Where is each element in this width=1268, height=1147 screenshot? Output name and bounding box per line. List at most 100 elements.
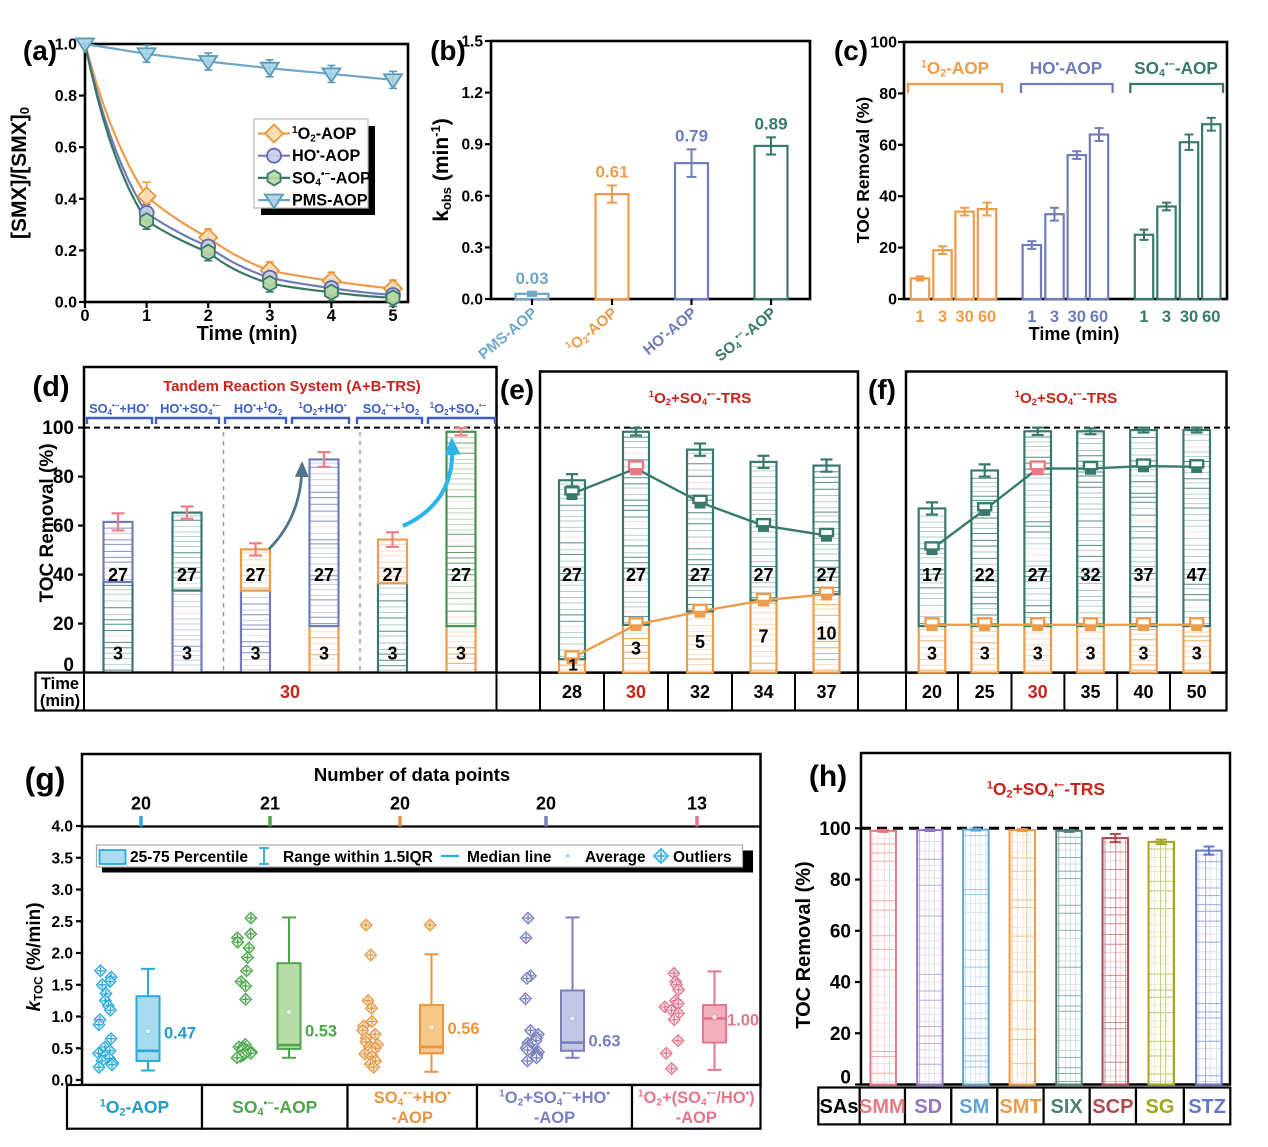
svg-text:SIX: SIX — [1051, 1096, 1084, 1118]
svg-text:TOC Removal (%): TOC Removal (%) — [37, 443, 58, 602]
svg-text:80: 80 — [830, 870, 851, 891]
svg-text:[SMX]/[SMX]0​: [SMX]/[SMX]0​ — [8, 107, 32, 239]
svg-text:25-75 Percentile: 25-75 Percentile — [130, 849, 248, 866]
svg-text:(b): (b) — [430, 35, 466, 66]
svg-text:0: 0 — [840, 1068, 851, 1089]
svg-text:3: 3 — [631, 639, 641, 659]
svg-text:60: 60 — [879, 137, 897, 154]
svg-text:0.61: 0.61 — [595, 162, 628, 181]
svg-text:0.2: 0.2 — [55, 243, 77, 260]
svg-text:27: 27 — [816, 565, 836, 585]
svg-text:kobs​ (min-1​): kobs​ (min-1​) — [428, 118, 454, 222]
svg-text:37: 37 — [1133, 565, 1153, 585]
svg-text:3: 3 — [938, 308, 947, 326]
svg-text:3: 3 — [456, 644, 466, 664]
svg-text:60: 60 — [53, 516, 74, 537]
svg-text:27: 27 — [108, 565, 128, 585]
svg-text:0.8: 0.8 — [55, 88, 77, 105]
svg-text:20: 20 — [53, 614, 74, 635]
svg-text:3: 3 — [319, 644, 329, 664]
svg-text:100: 100 — [42, 418, 74, 439]
svg-text:40: 40 — [830, 973, 851, 994]
svg-text:Time (min): Time (min) — [1029, 324, 1120, 344]
svg-text:(d): (d) — [32, 371, 69, 403]
svg-text:HO•​-AOP: HO•​-AOP — [1030, 58, 1102, 78]
svg-text:1​O2​+(SO4​•−​/HO•​): 1​O2​+(SO4​•−​/HO•​) — [638, 1089, 755, 1109]
svg-text:Time: Time — [41, 675, 79, 693]
svg-text:3.0: 3.0 — [51, 882, 73, 899]
svg-text:27: 27 — [562, 565, 582, 585]
svg-text:1​O2​-AOP: 1​O2​-AOP — [100, 1097, 170, 1118]
svg-text:0.5: 0.5 — [51, 1041, 73, 1058]
svg-text:27: 27 — [382, 565, 402, 585]
svg-text:3: 3 — [1050, 308, 1059, 326]
svg-text:50: 50 — [1187, 682, 1207, 702]
svg-text:47: 47 — [1187, 565, 1207, 585]
svg-text:0.56: 0.56 — [448, 1020, 480, 1038]
svg-text:5: 5 — [388, 307, 397, 325]
svg-text:(a): (a) — [23, 35, 57, 66]
svg-text:TOC Removal (%): TOC Removal (%) — [853, 97, 873, 244]
svg-text:1​O2​+HO•​: 1​O2​+HO•​ — [298, 401, 346, 417]
svg-text:3: 3 — [1138, 644, 1148, 664]
svg-text:-AOP: -AOP — [392, 1109, 433, 1127]
svg-text:25: 25 — [975, 682, 995, 702]
svg-text:3: 3 — [980, 644, 990, 664]
svg-text:PMS-AOP: PMS-AOP — [292, 192, 368, 210]
svg-text:60: 60 — [830, 921, 851, 942]
svg-text:SCP: SCP — [1092, 1096, 1133, 1118]
svg-text:0.53: 0.53 — [305, 1022, 337, 1040]
svg-text:Range within 1.5IQR: Range within 1.5IQR — [283, 849, 433, 866]
svg-text:3: 3 — [1162, 308, 1171, 326]
svg-text:1.5: 1.5 — [461, 34, 483, 51]
svg-text:SO4​•−​-AOP: SO4​•−​-AOP — [292, 169, 371, 188]
svg-text:100: 100 — [870, 35, 897, 52]
svg-text:(min): (min) — [40, 692, 80, 710]
svg-text:0.03: 0.03 — [515, 269, 548, 288]
svg-text:32: 32 — [690, 682, 710, 702]
svg-text:-AOP: -AOP — [534, 1109, 575, 1127]
svg-text:SMM: SMM — [859, 1096, 906, 1118]
svg-text:20: 20 — [879, 240, 897, 257]
svg-text:SO4​•−​-AOP: SO4​•−​-AOP — [232, 1097, 318, 1118]
svg-text:0.79: 0.79 — [675, 126, 708, 145]
svg-text:3: 3 — [927, 644, 937, 664]
svg-text:SAs: SAs — [820, 1096, 859, 1118]
svg-text:Outliers: Outliers — [673, 849, 732, 866]
svg-text:1.0: 1.0 — [55, 37, 77, 54]
svg-text:0.3: 0.3 — [461, 240, 483, 257]
svg-text:35: 35 — [1080, 682, 1100, 702]
svg-text:20: 20 — [536, 794, 556, 814]
svg-text:22: 22 — [975, 565, 995, 585]
svg-text:3: 3 — [113, 644, 123, 664]
svg-text:0: 0 — [888, 292, 897, 309]
svg-text:60: 60 — [1202, 308, 1220, 326]
svg-text:17: 17 — [922, 565, 942, 585]
svg-text:4: 4 — [327, 307, 337, 325]
svg-text:Number of data points: Number of data points — [314, 764, 510, 785]
svg-text:1: 1 — [142, 307, 151, 325]
svg-text:21: 21 — [260, 794, 280, 814]
svg-text:Average: Average — [585, 849, 646, 866]
svg-text:0.9: 0.9 — [461, 137, 483, 154]
svg-text:(g): (g) — [25, 761, 66, 797]
svg-text:1​O2​-AOP: 1​O2​-AOP — [921, 58, 989, 79]
svg-text:30: 30 — [1068, 308, 1086, 326]
svg-text:27: 27 — [314, 565, 334, 585]
svg-text:0.89: 0.89 — [754, 114, 787, 133]
svg-text:80: 80 — [53, 467, 74, 488]
svg-text:27: 27 — [690, 565, 710, 585]
svg-text:Median line: Median line — [467, 849, 552, 866]
svg-text:30: 30 — [1180, 308, 1198, 326]
svg-text:SD: SD — [914, 1096, 942, 1118]
svg-text:(c): (c) — [834, 35, 868, 66]
svg-text:30: 30 — [955, 308, 973, 326]
svg-text:27: 27 — [753, 565, 773, 585]
svg-text:27: 27 — [1028, 565, 1048, 585]
svg-text:SO4​•−​-AOP: SO4​•−​-AOP — [1134, 58, 1218, 79]
svg-text:(h): (h) — [809, 760, 847, 793]
svg-text:4.0: 4.0 — [51, 819, 73, 836]
svg-text:40: 40 — [53, 565, 74, 586]
svg-text:1: 1 — [1139, 308, 1148, 326]
svg-text:HO•​+SO4​•−​: HO•​+SO4​•−​ — [160, 401, 220, 417]
